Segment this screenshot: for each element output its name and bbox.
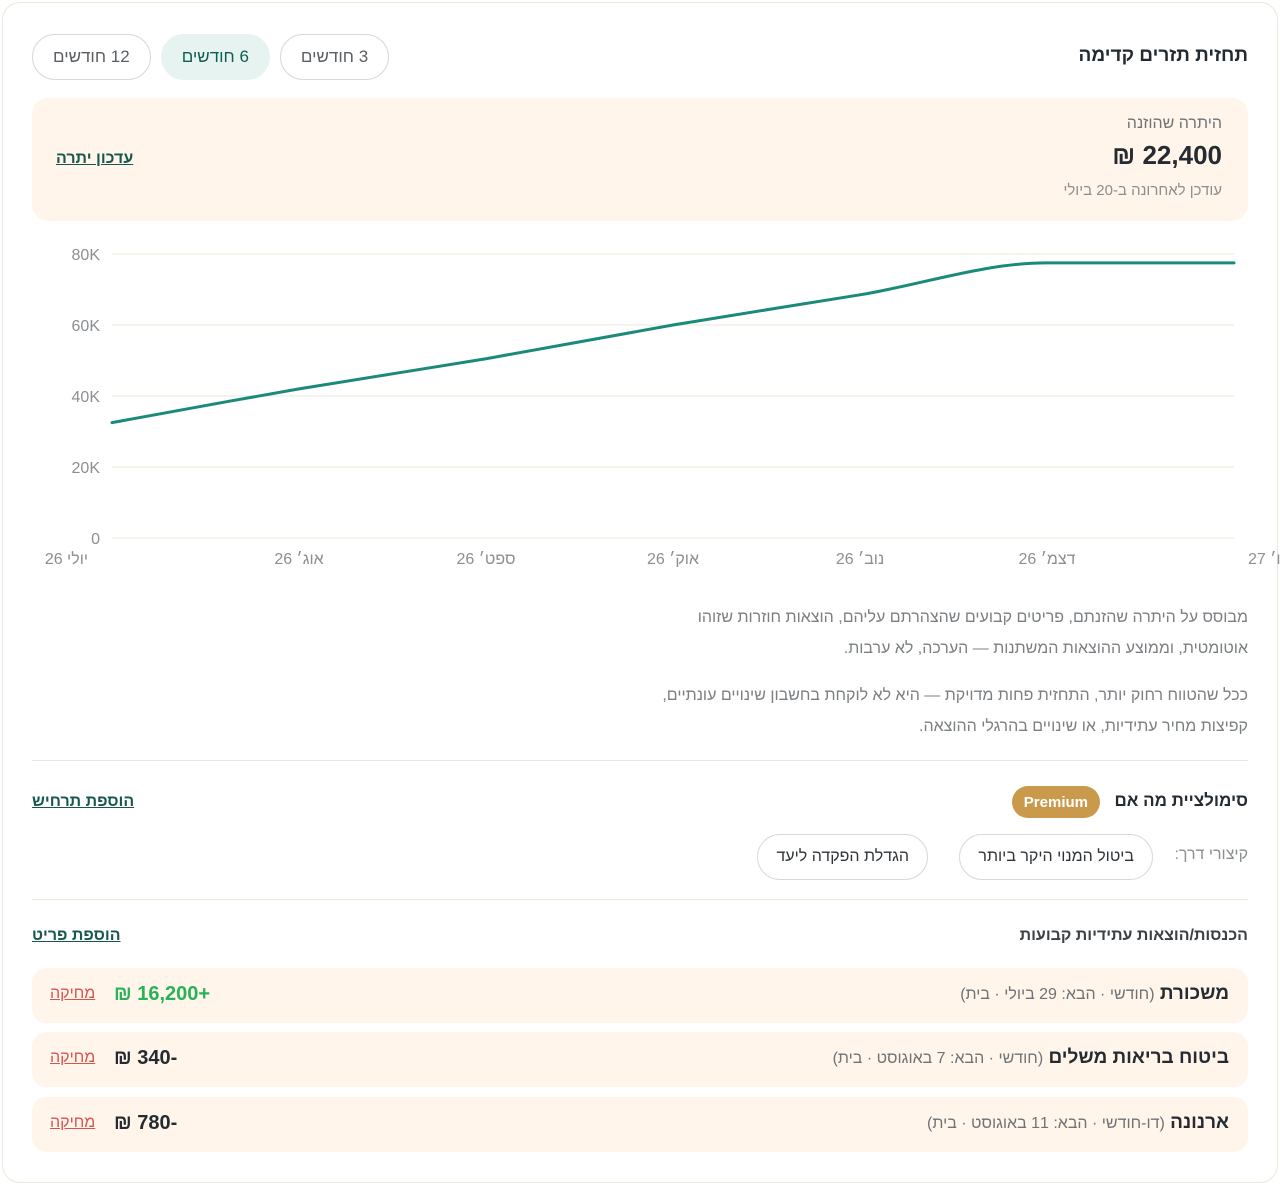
fixed-items-title: הכנסות/הוצאות עתידיות קבועות bbox=[1019, 927, 1248, 944]
delete-item-link[interactable]: מחיקה bbox=[50, 1114, 96, 1131]
item-amount: -780 ₪ bbox=[114, 1112, 178, 1134]
item-name: ביטוח בריאות משלים bbox=[1048, 1047, 1229, 1068]
x-tick-label: אוק׳ 26 bbox=[647, 551, 699, 568]
fixed-item-row: משכורת (חודשי · הבא: 29 ביולי · בית) +16… bbox=[32, 968, 1248, 1023]
item-name-wrapper: ביטוח בריאות משלים (חודשי · הבא: 7 באוגו… bbox=[833, 1047, 1229, 1069]
range-12-months-button[interactable]: 12 חודשים bbox=[32, 34, 151, 80]
range-selector: 12 חודשים 6 חודשים 3 חודשים bbox=[32, 34, 390, 80]
x-tick-label: דצמ׳ 26 bbox=[1019, 551, 1076, 568]
delete-item-link[interactable]: מחיקה bbox=[50, 1049, 96, 1066]
item-name-wrapper: משכורת (חודשי · הבא: 29 ביולי · בית) bbox=[960, 983, 1229, 1005]
balance-updated: עודכן לאחרונה ב-20 ביולי bbox=[1063, 182, 1222, 199]
forecast-notes: מבוסס על היתרה שהזנתם, פריטים קבועים שהצ… bbox=[548, 602, 1248, 742]
y-tick-label: 60K bbox=[72, 318, 101, 335]
item-amount: +16,200 ₪ bbox=[114, 983, 211, 1005]
item-name-wrapper: ארנונה (דו-חודשי · הבא: 11 באוגוסט · בית… bbox=[927, 1112, 1229, 1134]
forecast-chart: 0 20K 40K 60K 80K יולי 26 אוג׳ 26 ספט׳ 26 אוק׳ 2… bbox=[45, 247, 1280, 568]
update-balance-link[interactable]: עדכון יתרה bbox=[56, 150, 134, 167]
series-line bbox=[110, 261, 1236, 425]
premium-badge: Premium bbox=[1011, 786, 1100, 818]
balance-panel: היתרה שהוזנה 22,400 ₪ עודכן לאחרונה ב-20… bbox=[32, 98, 1248, 221]
range-3-months-button[interactable]: 3 חודשים bbox=[279, 34, 390, 80]
divider bbox=[32, 899, 1248, 900]
divider bbox=[32, 760, 1248, 761]
balance-label: היתרה שהוזנה bbox=[1126, 115, 1222, 132]
item-meta: (חודשי · הבא: 7 באוגוסט · בית) bbox=[832, 1050, 1044, 1067]
simulation-title: סימולציית מה אם bbox=[1114, 791, 1248, 810]
balance-amount: 22,400 ₪ bbox=[1112, 140, 1222, 170]
increase-goal-deposit-button[interactable]: הגדלת הפקדה ליעד bbox=[757, 834, 928, 880]
page-title: תחזית תזרים קדימה bbox=[1078, 45, 1248, 66]
x-tick-label: אוג׳ 26 bbox=[274, 551, 323, 568]
fixed-item-row: ביטוח בריאות משלים (חודשי · הבא: 7 באוגו… bbox=[32, 1032, 1248, 1087]
forecast-header: תחזית תזרים קדימה 12 חודשים 6 חודשים 3 ח… bbox=[32, 34, 1248, 80]
range-6-months-button[interactable]: 6 חודשים bbox=[160, 34, 270, 80]
x-tick-label: יולי 26 bbox=[45, 550, 88, 568]
fixed-item-row: ארנונה (דו-חודשי · הבא: 11 באוגוסט · בית… bbox=[32, 1097, 1248, 1152]
note-line: ככל שהטווח רחוק יותר, התחזית פחות מדויקת… bbox=[662, 687, 1248, 704]
shortcuts-label: קיצורי דרך: bbox=[1174, 846, 1248, 863]
note-line: קפיצות מחיר עתידיות, או שינויים בהרגלי ה… bbox=[919, 718, 1248, 735]
item-name: ארנונה bbox=[1170, 1112, 1229, 1133]
cancel-priciest-subscription-button[interactable]: ביטול המנוי היקר ביותר bbox=[959, 834, 1153, 880]
y-tick-label: 0 bbox=[91, 531, 100, 548]
y-tick-label: 40K bbox=[72, 389, 101, 406]
y-tick-label: 80K bbox=[72, 247, 101, 264]
add-scenario-link[interactable]: הוספת תרחיש bbox=[32, 793, 135, 810]
x-tick-label: ספט׳ 26 bbox=[457, 551, 516, 568]
delete-item-link[interactable]: מחיקה bbox=[50, 985, 96, 1002]
item-amount: -340 ₪ bbox=[114, 1047, 178, 1069]
add-item-link[interactable]: הוספת פריט bbox=[32, 927, 121, 944]
item-meta: (דו-חודשי · הבא: 11 באוגוסט · בית) bbox=[927, 1115, 1165, 1132]
note-line: אוטומטית, וממוצע ההוצאות המשתנות — הערכה… bbox=[843, 640, 1248, 657]
x-tick-label: נוב׳ 26 bbox=[836, 551, 884, 568]
y-tick-label: 20K bbox=[72, 460, 101, 477]
item-name: משכורת bbox=[1159, 983, 1229, 1004]
item-meta: (חודשי · הבא: 29 ביולי · בית) bbox=[960, 986, 1155, 1003]
x-tick-label: ינו׳ 27 bbox=[1248, 551, 1280, 568]
note-line: מבוסס על היתרה שהזנתם, פריטים קבועים שהצ… bbox=[697, 609, 1248, 626]
